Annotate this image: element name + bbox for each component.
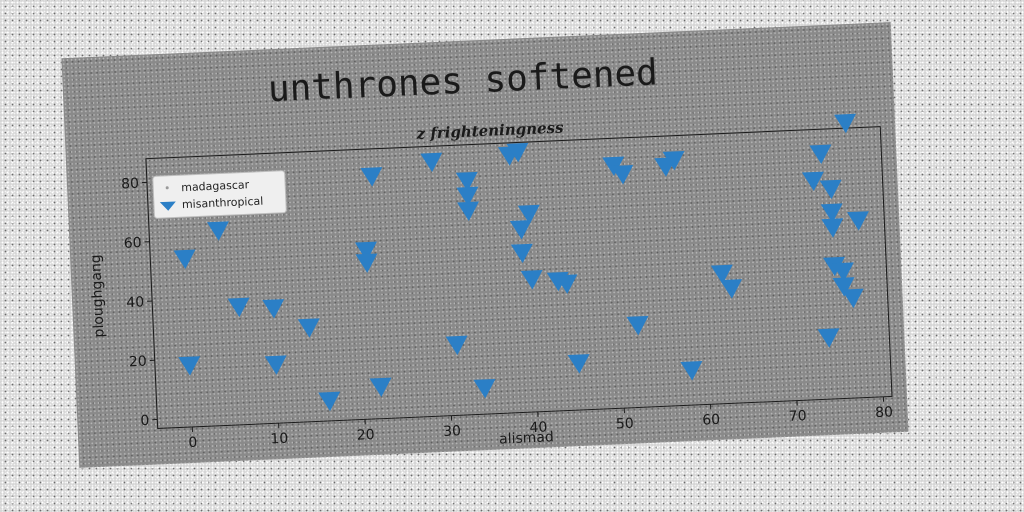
data-point [510,243,533,264]
y-tick-label: 40 [126,294,145,311]
data-point [506,142,529,163]
data-point [555,274,578,294]
data-point [227,297,250,318]
data-point [318,391,341,412]
y-tick-label: 60 [123,235,142,252]
data-point [819,179,842,200]
legend-label-madagascar: madagascar [181,178,250,194]
y-tick-label: 80 [121,176,140,193]
y-axis: 0 20 40 60 80 [121,176,158,429]
data-point [611,165,634,185]
data-point [264,355,287,375]
legend-label-misanthropical: misanthropical [182,195,264,212]
data-point [710,264,733,285]
data-point [720,279,743,299]
data-point [173,249,196,269]
data-point [801,171,824,192]
x-axis: 0 10 20 30 40 50 60 70 80 [188,396,894,451]
x-tick-label: 20 [356,427,375,444]
x-tick-label: 40 [529,419,548,436]
data-point [509,219,532,240]
chart-figure: unthrones softened z frighteningness 0 10… [61,22,909,468]
data-point [445,335,468,356]
data-point [841,288,864,309]
data-point [680,361,703,381]
y-axis-label: ploughgang [88,254,108,338]
data-point [455,171,478,192]
data-point [420,152,443,173]
legend-marker-madagascar [165,186,169,190]
x-tick-label: 30 [443,423,462,440]
data-point [626,315,649,336]
x-axis-label: alismad [499,429,554,447]
data-point [456,186,479,207]
data-point [846,211,869,231]
x-tick-label: 70 [788,408,807,425]
series-misanthropical [173,113,869,412]
axes-title: z frighteningness [415,118,564,142]
data-point [206,221,229,241]
plot-frame [145,126,893,429]
data-point [831,262,854,282]
data-point [834,113,857,134]
x-tick-label: 10 [270,431,289,448]
legend-box [152,170,287,219]
data-point [817,328,840,348]
y-tick-label: 0 [140,413,150,429]
data-point [820,203,843,223]
data-point [517,204,540,225]
data-point [567,354,590,374]
data-point [369,377,392,398]
data-point [178,356,201,376]
data-point [262,299,285,319]
data-point [360,167,383,187]
data-point [297,318,320,338]
y-tick-label: 20 [129,354,148,371]
data-point [520,269,543,290]
data-point [821,218,844,238]
data-point [355,253,378,273]
data-point [473,378,496,399]
chart-title: unthrones softened [267,52,659,110]
x-tick-label: 80 [875,404,894,421]
data-point [832,277,855,297]
data-point [809,144,832,164]
x-tick-label: 60 [702,412,721,429]
x-tick-label: 50 [616,416,635,433]
data-point [662,150,685,171]
legend-marker-misanthropical [159,201,176,211]
legend: madagascar misanthropical [152,170,287,219]
scatter-chart: unthrones softened z frighteningness 0 10… [88,52,894,451]
data-point [457,201,480,221]
x-tick-label: 0 [188,435,198,451]
data-point [354,241,377,262]
